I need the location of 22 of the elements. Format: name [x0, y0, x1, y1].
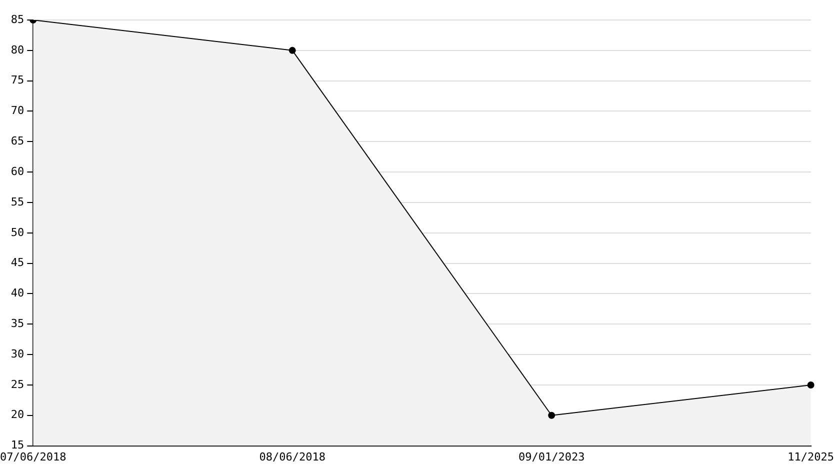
x-tick-label: 11/2025 [788, 450, 834, 464]
y-tick-label: 30 [10, 347, 24, 360]
y-tick-label: 50 [10, 226, 24, 239]
x-tick-label: 07/06/2018 [0, 450, 66, 464]
point [807, 381, 814, 388]
x-tick-label: 09/01/2023 [518, 450, 585, 464]
y-tick-label: 40 [10, 286, 24, 300]
y-tick-label: 60 [10, 164, 24, 178]
point [288, 46, 296, 54]
y-tick-label: 20 [10, 408, 24, 422]
y-tick-label: 45 [10, 256, 24, 270]
y-tick-label: 75 [10, 74, 24, 87]
y-tick-label: 70 [10, 104, 24, 118]
y-tick-label: 80 [10, 43, 24, 56]
y-tick-label: 65 [10, 134, 24, 148]
y-tick-label: 55 [10, 195, 24, 208]
y-tick-label: 15 [10, 438, 24, 452]
y-tick-label: 25 [10, 378, 24, 391]
y-tick-label: 85 [10, 12, 24, 26]
point [548, 412, 556, 419]
y-tick-label: 35 [10, 317, 24, 330]
x-tick-label: 08/06/2018 [259, 450, 326, 464]
